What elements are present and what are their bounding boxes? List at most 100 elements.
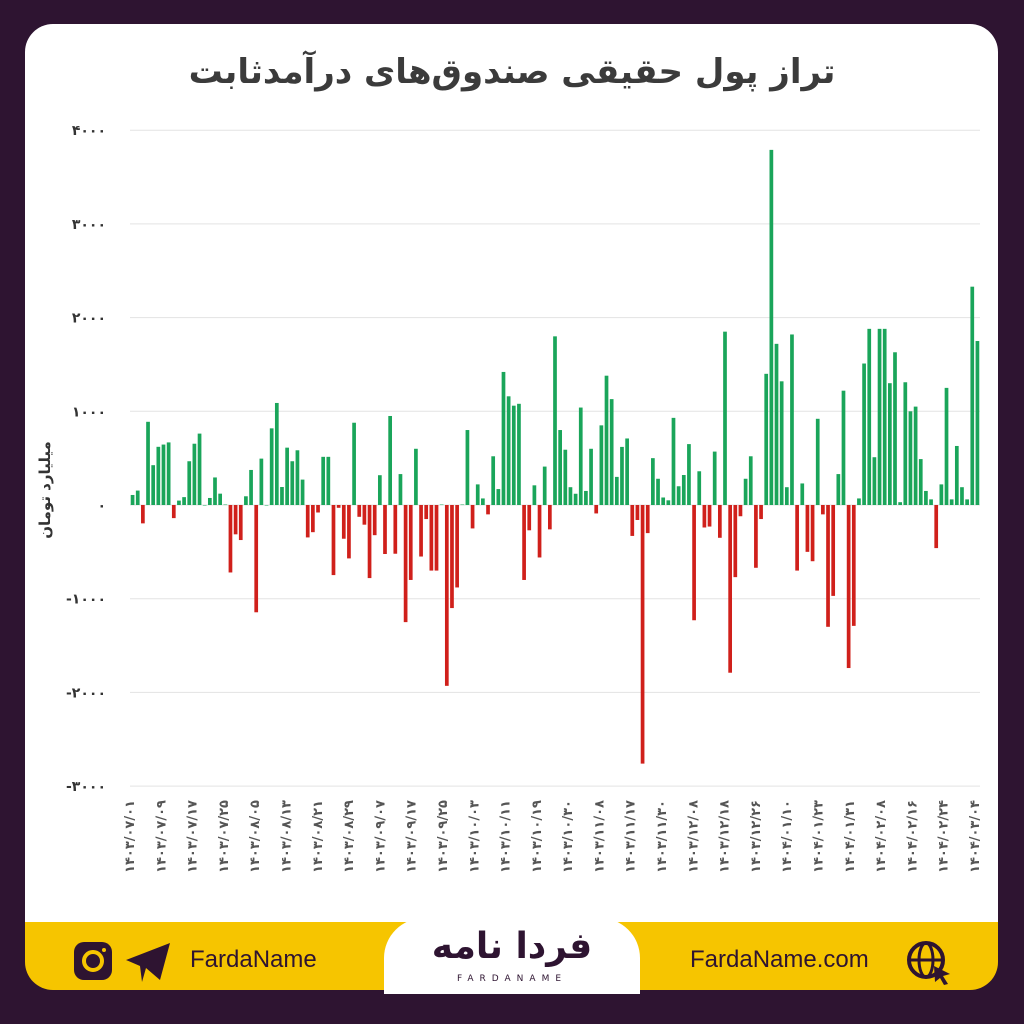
bar	[553, 336, 557, 505]
bar	[187, 461, 192, 505]
bar	[336, 505, 341, 508]
bar	[800, 483, 805, 505]
x-tick-label: ۱۴۰۳/۱۲/۰۸	[686, 800, 701, 873]
bar	[450, 505, 454, 609]
bar	[151, 465, 156, 505]
bar	[599, 425, 604, 505]
bar	[305, 505, 310, 538]
bar	[795, 505, 799, 571]
bar	[238, 505, 243, 541]
bar	[280, 487, 284, 505]
bar	[584, 490, 588, 505]
bar	[537, 505, 542, 558]
bar	[908, 411, 913, 505]
x-tick-label: ۱۴۰۳/۱۱/۰۸	[592, 800, 607, 873]
x-tick-label: ۱۴۰۳/۱۰/۳۰	[561, 800, 576, 873]
bar	[944, 387, 949, 505]
x-tick-label: ۱۴۰۳/۱۱/۳۰	[655, 800, 670, 873]
bar	[218, 493, 223, 505]
bar	[228, 505, 233, 573]
bar	[748, 456, 753, 505]
x-tick-label: ۱۴۰۳/۱۰/۱۱	[499, 800, 514, 873]
bar	[625, 438, 629, 505]
chart-card	[25, 24, 998, 954]
y-tick-label: ۲۰۰۰	[72, 311, 106, 327]
bar	[393, 505, 398, 554]
y-tick-label: ۴۰۰۰	[72, 123, 106, 139]
website-link[interactable]: FardaName.com	[690, 946, 869, 973]
bar	[939, 484, 944, 505]
bar	[743, 478, 748, 505]
bar	[295, 450, 300, 505]
bar	[903, 382, 908, 505]
bar	[264, 505, 269, 506]
y-tick-label: -۲۰۰۰	[66, 685, 106, 701]
bar	[470, 505, 475, 529]
x-tick-label: ۱۴۰۴/۰۱/۱۰	[780, 800, 795, 873]
x-tick-label: ۱۴۰۴/۰۱/۲۳	[812, 800, 827, 873]
bar	[687, 444, 691, 505]
bar	[821, 505, 825, 515]
telegram-icon[interactable]	[124, 940, 172, 984]
bar	[604, 375, 609, 505]
bar	[465, 430, 470, 505]
bar	[692, 505, 696, 621]
chart-title: تراز پول حقیقی صندوق‌های درآمدثابت	[188, 52, 836, 92]
bar	[398, 474, 403, 505]
x-tick-label: ۱۴۰۳/۱۰/۱۹	[530, 800, 545, 873]
x-tick-label: ۱۴۰۳/۰۹/۲۵	[436, 800, 451, 873]
bar	[707, 505, 712, 527]
bar	[774, 343, 779, 505]
instagram-icon[interactable]	[72, 940, 114, 982]
bar	[924, 490, 928, 505]
bar	[764, 373, 769, 505]
bar	[383, 505, 387, 555]
bar	[759, 505, 763, 520]
bar	[377, 475, 382, 505]
bar	[666, 500, 671, 505]
bar	[609, 399, 614, 505]
globe-icon[interactable]	[906, 940, 952, 986]
bar	[934, 505, 939, 549]
bar	[851, 505, 856, 626]
x-tick-label: ۱۴۰۴/۰۲/۱۶	[905, 800, 920, 873]
x-tick-label: ۱۴۰۴/۰۳/۰۴	[968, 800, 983, 873]
bar	[352, 422, 356, 505]
bar	[424, 505, 429, 520]
bar	[331, 505, 336, 576]
y-tick-label: ۱۰۰۰	[72, 404, 106, 420]
bar	[517, 403, 521, 505]
bar	[723, 331, 727, 505]
bar	[403, 505, 408, 623]
social-handle[interactable]: FardaName	[190, 946, 317, 973]
x-tick-label: ۱۴۰۳/۰۷/۲۵	[217, 800, 232, 873]
bar	[841, 390, 846, 505]
bar	[522, 505, 526, 580]
bar	[244, 496, 248, 505]
bar	[249, 469, 253, 505]
bar	[156, 446, 161, 505]
bar	[135, 490, 140, 505]
bar	[460, 504, 465, 506]
x-tick-label: ۱۴۰۳/۱۲/۲۶	[749, 800, 764, 873]
bar	[233, 505, 238, 535]
bar	[728, 505, 733, 673]
logo-text-fa: فردا نامه	[431, 926, 593, 967]
bar	[511, 405, 516, 505]
bar	[697, 471, 702, 505]
bar	[547, 505, 552, 530]
x-tick-label: ۱۴۰۳/۱۰/۰۳	[467, 800, 482, 873]
bar	[197, 433, 202, 505]
bar	[846, 505, 851, 669]
bar	[651, 458, 655, 505]
x-tick-label: ۱۴۰۳/۰۹/۱۷	[405, 800, 420, 873]
bar	[388, 415, 393, 505]
bar	[573, 493, 578, 505]
logo: فردا نامه FARDANAME	[384, 918, 640, 994]
bar	[357, 505, 362, 517]
bar	[259, 458, 264, 505]
y-tick-label: -۳۰۰۰	[66, 779, 106, 795]
bar	[887, 383, 892, 505]
bar	[826, 505, 830, 627]
x-tick-label: ۱۴۰۳/۰۷/۱۷	[186, 800, 201, 873]
